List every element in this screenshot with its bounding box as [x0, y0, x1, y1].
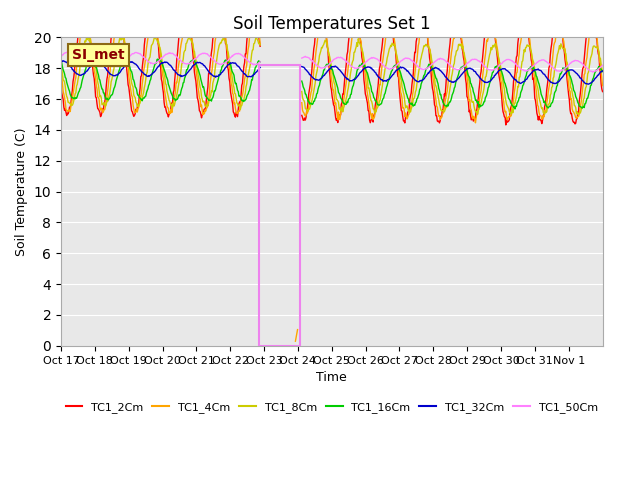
- TC1_2Cm: [57, 83, 65, 88]
- TC1_8Cm: [419, 49, 426, 55]
- TC1_16Cm: [247, 82, 255, 87]
- Line: TC1_4Cm: TC1_4Cm: [61, 17, 602, 341]
- TC1_8Cm: [121, 41, 129, 47]
- TC1_32Cm: [247, 74, 255, 80]
- TC1_32Cm: [220, 67, 228, 73]
- Text: SI_met: SI_met: [72, 48, 125, 62]
- TC1_32Cm: [121, 63, 129, 69]
- TC1_8Cm: [388, 40, 396, 46]
- TC1_50Cm: [247, 60, 255, 66]
- TC1_32Cm: [598, 68, 606, 74]
- Line: TC1_50Cm: TC1_50Cm: [61, 52, 602, 72]
- TC1_4Cm: [57, 72, 65, 78]
- TC1_4Cm: [121, 38, 129, 44]
- TC1_2Cm: [598, 89, 606, 95]
- TC1_4Cm: [247, 31, 255, 36]
- TC1_50Cm: [220, 60, 228, 66]
- TC1_2Cm: [247, 9, 255, 14]
- TC1_32Cm: [57, 59, 65, 65]
- Line: TC1_32Cm: TC1_32Cm: [61, 61, 602, 84]
- TC1_8Cm: [598, 69, 606, 74]
- TC1_50Cm: [388, 66, 396, 72]
- TC1_2Cm: [121, 44, 129, 49]
- TC1_2Cm: [388, 24, 396, 30]
- TC1_16Cm: [598, 68, 606, 74]
- TC1_16Cm: [419, 77, 426, 83]
- TC1_4Cm: [388, 27, 396, 33]
- Title: Soil Temperatures Set 1: Soil Temperatures Set 1: [233, 15, 431, 33]
- TC1_32Cm: [388, 72, 396, 78]
- TC1_50Cm: [598, 62, 606, 68]
- Y-axis label: Soil Temperature (C): Soil Temperature (C): [15, 127, 28, 256]
- X-axis label: Time: Time: [316, 371, 347, 384]
- TC1_16Cm: [121, 57, 129, 62]
- TC1_8Cm: [247, 58, 255, 63]
- Bar: [259, 65, 300, 346]
- Line: TC1_2Cm: TC1_2Cm: [61, 3, 602, 125]
- TC1_50Cm: [57, 54, 65, 60]
- TC1_8Cm: [57, 59, 65, 65]
- TC1_4Cm: [220, 25, 228, 31]
- TC1_16Cm: [57, 59, 65, 65]
- TC1_4Cm: [419, 24, 426, 29]
- TC1_2Cm: [419, 11, 426, 16]
- TC1_4Cm: [598, 83, 606, 88]
- Line: TC1_16Cm: TC1_16Cm: [61, 59, 602, 109]
- TC1_2Cm: [220, 26, 228, 32]
- TC1_50Cm: [419, 66, 426, 72]
- TC1_16Cm: [220, 60, 228, 65]
- Line: TC1_8Cm: TC1_8Cm: [61, 36, 602, 114]
- TC1_32Cm: [419, 77, 426, 83]
- Legend: TC1_2Cm, TC1_4Cm, TC1_8Cm, TC1_16Cm, TC1_32Cm, TC1_50Cm: TC1_2Cm, TC1_4Cm, TC1_8Cm, TC1_16Cm, TC1…: [61, 397, 602, 418]
- TC1_50Cm: [121, 58, 129, 64]
- TC1_16Cm: [388, 68, 396, 73]
- TC1_8Cm: [220, 37, 228, 43]
